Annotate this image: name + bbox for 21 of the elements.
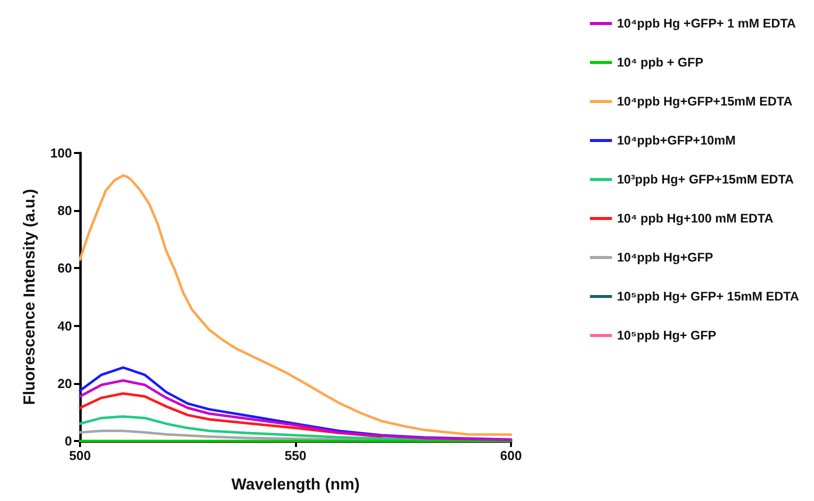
x-tick-label: 600 (500, 448, 522, 463)
legend-label: 10⁴ppb Hg+GFP (616, 250, 714, 264)
x-axis-title: Wavelength (nm) (231, 476, 360, 494)
x-tick-label: 500 (69, 448, 91, 463)
legend-label: 10⁴ppb Hg+GFP+15mM EDTA (616, 94, 792, 108)
y-tick-label: 60 (58, 260, 72, 276)
y-tick-label: 20 (58, 376, 72, 391)
x-tick-label: 550 (284, 448, 306, 463)
legend-label: 10⁴ppb Hg +GFP+ 1 mM EDTA (616, 16, 796, 30)
line-series (78, 174, 512, 436)
legend-label: 10⁵ppb Hg+ GFP (616, 328, 716, 342)
y-tick-label: 80 (58, 203, 72, 218)
legend-label: 10⁵ppb Hg+ GFP+ 15mM EDTA (616, 290, 799, 304)
y-tick-label: 40 (58, 318, 72, 334)
y-axis-title: Fluorescence Intensity (a.u.) (22, 188, 38, 406)
legend-label: 10⁴ppb+GFP+10mM (616, 134, 736, 148)
legend-label: 10⁴ ppb Hg+100 mM EDTA (616, 212, 774, 226)
y-tick-label: 100 (50, 146, 72, 160)
y-tick-label: 0 (64, 434, 72, 448)
legend-label: 10³ppb Hg+ GFP+15mM EDTA (616, 172, 794, 186)
legend-label: 10⁴ ppb + GFP (616, 56, 704, 70)
